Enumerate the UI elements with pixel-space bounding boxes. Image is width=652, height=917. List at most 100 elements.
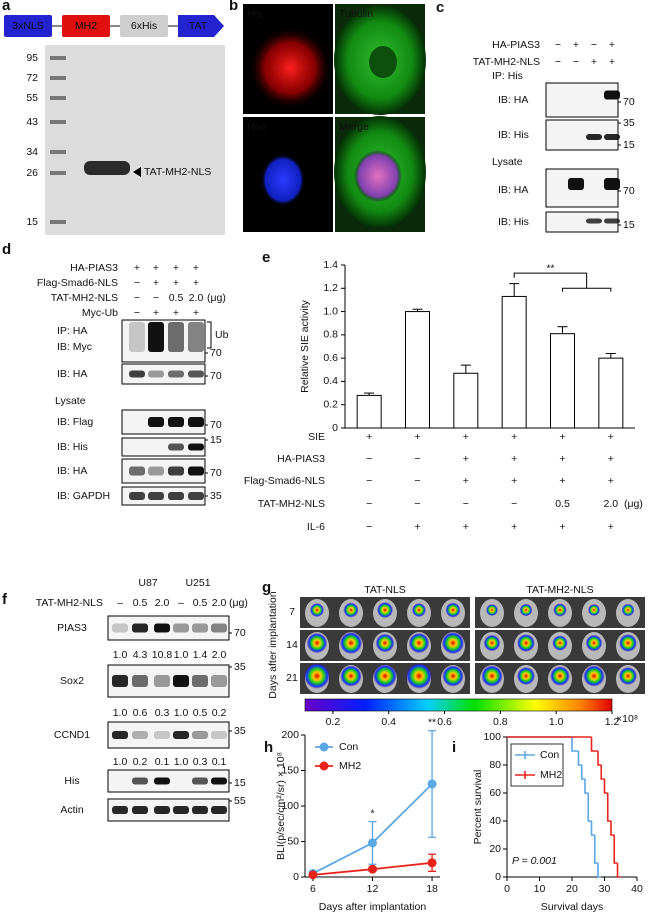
blot (545, 82, 619, 118)
signal (550, 666, 570, 686)
survival-step (606, 793, 611, 822)
signal (516, 666, 536, 686)
quant-label: 0.2 (212, 707, 227, 719)
bar (501, 295, 527, 429)
construct-label: 3xNLS (12, 20, 44, 32)
construct-label: 6xHis (131, 20, 157, 32)
y-tick-label: 1.0 (323, 305, 338, 317)
micrographs (243, 4, 426, 232)
condition-value: + (559, 521, 565, 533)
blot-band (211, 777, 227, 785)
legend-line (515, 771, 535, 779)
x-axis-label: Survival days (541, 901, 603, 913)
condition-value: − (366, 521, 372, 533)
group-label: U251 (185, 577, 210, 589)
p-value-label: P = 0.001 (512, 855, 557, 867)
condition-name: HA-PIAS3 (492, 39, 540, 51)
quant-label: 1.0 (113, 707, 128, 719)
blot-band (132, 777, 148, 785)
signal (483, 634, 501, 652)
condition-name: TAT-MH2-NLS (51, 292, 118, 304)
condition-value: − (414, 475, 420, 487)
channel-label: Merge (339, 121, 369, 133)
quant-label: 1.0 (113, 756, 128, 768)
condition-value: − (134, 292, 140, 304)
blot-band (173, 806, 189, 814)
blot-band (112, 675, 128, 687)
blot-label: IB: HA (57, 465, 87, 477)
blot-band (132, 675, 148, 687)
panel-label: a (2, 0, 11, 14)
condition-value: + (193, 277, 199, 289)
marker-label: 70 (234, 627, 246, 639)
y-axis-label: BLI(p/sec/cm²/sr) × 10⁸ (275, 752, 287, 860)
condition-value: + (366, 431, 372, 443)
bar (356, 394, 382, 429)
survival-step (580, 765, 585, 780)
section-label: Lysate (492, 156, 523, 168)
signal (519, 603, 533, 617)
condition-value: + (173, 307, 179, 319)
blot-band (148, 322, 164, 352)
blot-band (604, 134, 620, 140)
panel-label: b (229, 0, 238, 14)
condition-value: 0.5 (555, 498, 570, 510)
quant-label: 1.4 (193, 649, 208, 661)
y-tick-label: 1.4 (323, 259, 338, 271)
blot-band (154, 777, 170, 785)
channel-label: Tubulin (339, 8, 373, 20)
condition-value: + (153, 307, 159, 319)
y-tick-label: 0.2 (323, 398, 338, 410)
y-tick-label: 1.2 (323, 282, 338, 294)
y-tick-label: 60 (489, 787, 501, 799)
row-label: 7 (289, 606, 295, 618)
marker-label: 35 (234, 661, 246, 673)
blot-band (604, 218, 620, 224)
point (427, 858, 437, 868)
blot-label: IB: GAPDH (57, 490, 110, 502)
blot-label: CCND1 (54, 729, 90, 741)
survival-step (584, 779, 589, 794)
point (308, 870, 318, 880)
y-tick-label: 0 (332, 422, 338, 434)
row-label: 21 (286, 672, 298, 684)
point (368, 838, 377, 848)
blot-band (211, 731, 227, 739)
condition-value: + (559, 431, 565, 443)
group-label: TAT-NLS (364, 584, 406, 596)
legend-label: Con (339, 741, 358, 753)
condition-name: SIE (308, 431, 325, 443)
colorbar-tick-label: 0.2 (326, 716, 341, 728)
quant-label: 1.0 (113, 649, 128, 661)
y-tick-label: 0.6 (323, 352, 338, 364)
condition-value: + (463, 475, 469, 487)
blot-band (154, 806, 170, 814)
panel-label: i (452, 739, 456, 756)
signal (619, 634, 637, 652)
quant-label: 0.5 (193, 707, 208, 719)
condition-value: + (609, 56, 615, 68)
condition-name: Flag-Smad6-NLS (244, 475, 325, 487)
condition-value: + (463, 521, 469, 533)
ladder-band (50, 150, 66, 154)
condition-value: 2.0 (189, 292, 204, 304)
blot-band (173, 731, 189, 739)
signal (485, 603, 499, 617)
condition-value: 2.0 (604, 498, 619, 510)
condition-value: 0.5 (133, 597, 148, 609)
survival-step (603, 779, 608, 794)
marker-label: 26 (26, 167, 38, 179)
condition-value: + (608, 453, 614, 465)
marker-label: 34 (26, 146, 38, 158)
blot (121, 437, 206, 457)
blot-band (173, 623, 189, 633)
condition-value: + (463, 453, 469, 465)
condition-value: + (608, 475, 614, 487)
bar (453, 372, 479, 429)
signal (309, 602, 325, 618)
y-axis-label: Percent survival (472, 770, 484, 845)
colorbar-unit: ×10⁸ (616, 713, 638, 725)
marker-label: 70 (210, 419, 222, 431)
condition-value: + (463, 431, 469, 443)
